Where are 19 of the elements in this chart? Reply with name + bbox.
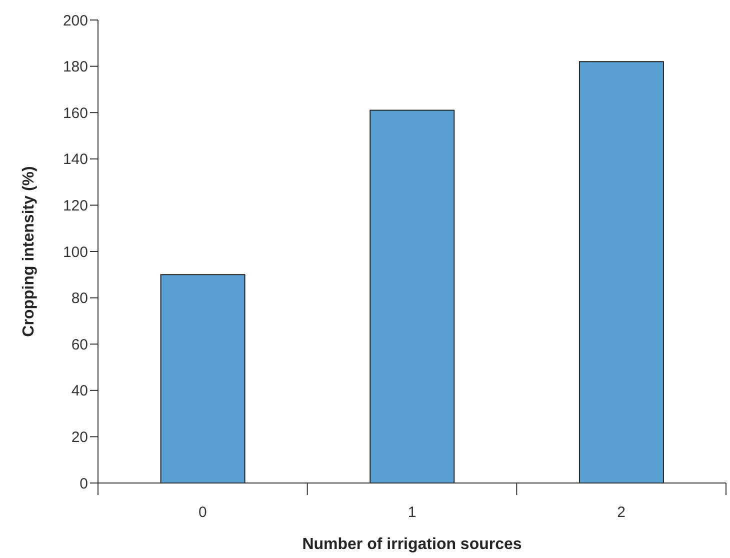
- x-tick-label: 2: [617, 504, 626, 521]
- y-tick-label: 160: [62, 104, 88, 122]
- y-tick-label: 40: [71, 382, 88, 400]
- y-tick-label: 0: [80, 475, 88, 492]
- y-tick-label: 140: [62, 151, 88, 168]
- y-tick-label: 80: [71, 290, 88, 308]
- y-tick-label: 180: [62, 58, 88, 76]
- y-axis-title: Cropping intensity (%): [20, 166, 38, 337]
- x-tick-label: 0: [198, 504, 207, 521]
- x-axis-title: Number of irrigation sources: [302, 536, 522, 553]
- bar: [370, 110, 455, 483]
- y-tick-label: 100: [62, 244, 88, 261]
- bar: [578, 61, 664, 483]
- x-tick-label: 1: [408, 504, 416, 521]
- y-tick-label: 60: [71, 336, 88, 354]
- y-tick-label: 20: [71, 429, 88, 446]
- bar: [160, 274, 246, 483]
- y-tick-label: 200: [62, 12, 88, 30]
- y-tick-label: 120: [62, 198, 88, 215]
